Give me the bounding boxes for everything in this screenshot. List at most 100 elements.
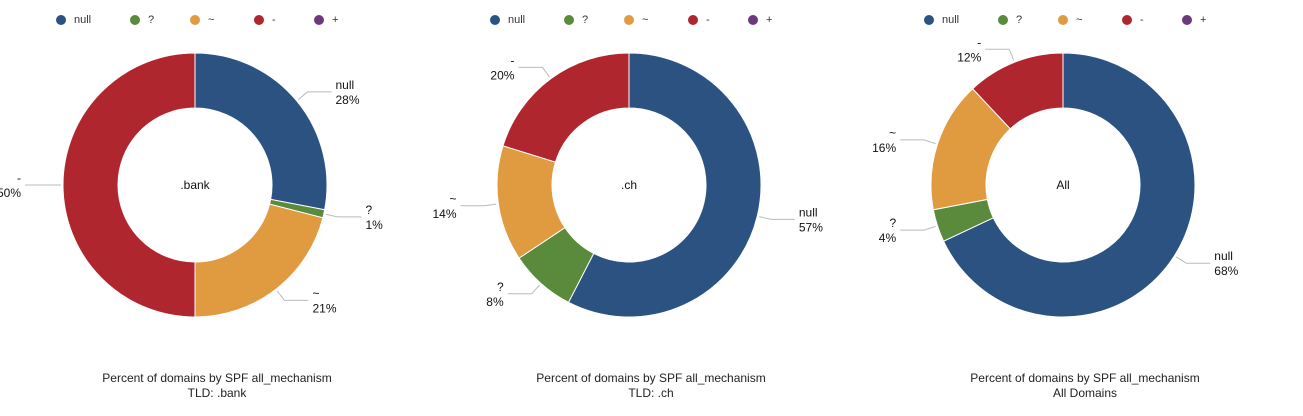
legend-label: null <box>74 14 92 26</box>
legend-label: ? <box>148 14 155 26</box>
legend-label: - <box>706 14 710 26</box>
legend-item-question[interactable]: ? <box>998 14 1022 26</box>
slice-percent-label: 14% <box>432 207 456 221</box>
legend-item-tilde[interactable]: ~ <box>190 14 214 26</box>
legend-swatch <box>688 15 698 25</box>
slice-percent-label: 16% <box>872 141 896 155</box>
slice-name-label: - <box>510 53 514 67</box>
slice-percent-label: 57% <box>799 220 823 234</box>
slice-percent-label: 12% <box>957 50 981 64</box>
legend-swatch <box>624 15 634 25</box>
slice-name-label: null <box>799 205 818 219</box>
slice-name-label: - <box>17 171 21 185</box>
leader-line-question <box>507 284 541 295</box>
leader-line-null <box>1175 256 1211 264</box>
legend-label: + <box>332 14 339 26</box>
legend-label: ~ <box>1076 14 1083 26</box>
legend-swatch <box>1182 15 1192 25</box>
legend-swatch <box>564 15 574 25</box>
leader-line-question <box>325 213 362 218</box>
slice-name-label: ~ <box>312 286 319 300</box>
legend-item-null[interactable]: null <box>490 14 525 26</box>
leader-line-tilde <box>900 139 936 145</box>
slice-tilde[interactable] <box>194 203 324 318</box>
legend-item-tilde[interactable]: ~ <box>1058 14 1082 26</box>
legend-label: null <box>942 14 960 26</box>
leader-line-minus <box>985 48 1015 61</box>
legend-label: + <box>766 14 773 26</box>
legend-swatch <box>1122 15 1132 25</box>
legend-swatch <box>56 15 66 25</box>
slice-percent-label: 4% <box>879 231 897 245</box>
slice-percent-label: 1% <box>365 218 383 232</box>
leader-line-null <box>759 216 795 220</box>
legend-item-question[interactable]: ? <box>130 14 154 26</box>
slice-name-label: null <box>335 78 354 92</box>
slice-name-label: ? <box>889 216 896 230</box>
slice-minus[interactable] <box>502 52 630 163</box>
leader-line-tilde <box>460 203 497 207</box>
slice-minus[interactable] <box>62 52 196 318</box>
legend-label: null <box>508 14 526 26</box>
legend-label: ? <box>582 14 589 26</box>
slice-name-label: null <box>1214 249 1233 263</box>
slice-name-label: - <box>977 35 981 49</box>
legend-item-minus[interactable]: - <box>254 14 276 26</box>
caption-line-1: Percent of domains by SPF all_mechanism <box>970 371 1200 385</box>
caption-line-2: TLD: .bank <box>187 386 247 400</box>
leader-line-tilde <box>276 290 309 301</box>
chart-panel-all: null? ~ - + null 68%? 4% ~16% -12% All Percent o… <box>868 0 1302 416</box>
slice-minus[interactable] <box>971 52 1064 130</box>
legend-item-null[interactable]: null <box>924 14 959 26</box>
slice-name-label: ~ <box>889 126 896 140</box>
slice-percent-label: 28% <box>335 93 359 107</box>
leader-line-question <box>900 225 936 231</box>
legend-label: + <box>1200 14 1207 26</box>
caption-line-1: Percent of domains by SPF all_mechanism <box>536 371 766 385</box>
legend-item-minus[interactable]: - <box>688 14 710 26</box>
slice-percent-label: 8% <box>486 295 504 309</box>
legend-item-question[interactable]: ? <box>564 14 588 26</box>
leader-line-null <box>297 91 332 100</box>
caption-line-1: Percent of domains by SPF all_mechanism <box>102 371 332 385</box>
slice-null[interactable] <box>194 52 328 211</box>
legend-swatch <box>130 15 140 25</box>
slice-percent-label: 21% <box>312 301 336 315</box>
legend-label: - <box>1140 14 1144 26</box>
donut-center-label: .ch <box>621 178 637 192</box>
legend-item-plus[interactable]: + <box>748 14 772 26</box>
slice-name-label: ? <box>497 280 504 294</box>
chart-caption: Percent of domains by SPF all_mechanism … <box>868 371 1302 401</box>
legend-swatch <box>1058 15 1068 25</box>
legend-item-null[interactable]: null <box>56 14 91 26</box>
chart-caption: Percent of domains by SPF all_mechanism … <box>434 371 868 401</box>
legend-label: ~ <box>642 14 649 26</box>
legend-item-tilde[interactable]: ~ <box>624 14 648 26</box>
legend: null? ~ - + <box>868 14 1302 30</box>
legend-swatch <box>490 15 500 25</box>
caption-line-2: TLD: .ch <box>628 386 674 400</box>
chart-panel-ch: null? ~ - + null 57%? 8% ~14% -20% .ch Percent o… <box>432 0 868 416</box>
legend-swatch <box>190 15 200 25</box>
leader-line-minus <box>518 66 550 78</box>
slice-percent-label: 20% <box>490 68 514 82</box>
legend-label: ~ <box>208 14 215 26</box>
caption-line-2: All Domains <box>1052 386 1118 400</box>
donut-center-label: .bank <box>180 178 210 192</box>
legend-item-plus[interactable]: + <box>1182 14 1206 26</box>
legend-swatch <box>924 15 934 25</box>
legend-swatch <box>314 15 324 25</box>
slice-null[interactable] <box>942 52 1196 318</box>
legend: null? ~ - + <box>434 14 868 30</box>
slice-percent-label: 68% <box>1214 264 1238 278</box>
legend-label: - <box>272 14 276 26</box>
legend-swatch <box>748 15 758 25</box>
donut-center-label: All <box>1056 178 1069 192</box>
slice-name-label: ~ <box>449 192 456 206</box>
legend-item-minus[interactable]: - <box>1122 14 1144 26</box>
legend-item-plus[interactable]: + <box>314 14 338 26</box>
slice-null[interactable] <box>567 52 762 318</box>
